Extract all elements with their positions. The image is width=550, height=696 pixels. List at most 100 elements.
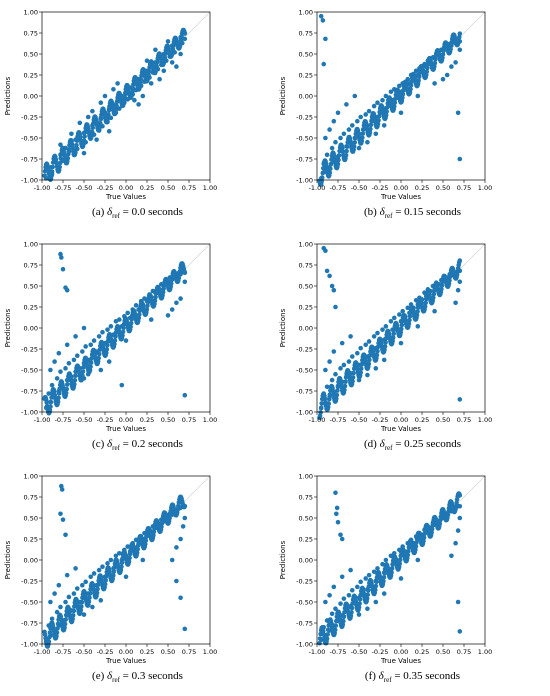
y-tick-label: 1.00 xyxy=(299,8,313,16)
scatter-point xyxy=(318,410,323,415)
scatter-plot-svg: -1.00 -0.75 -0.50 -0.25 0.00 0.25 0.50 0.75 1.00… xyxy=(4,472,217,665)
scatter-point xyxy=(143,538,149,543)
scatter-point xyxy=(341,362,347,368)
scatter-point xyxy=(350,375,356,380)
y-tick-label: 1.00 xyxy=(299,240,313,248)
scatter-point xyxy=(455,269,460,275)
scatter-point xyxy=(323,599,328,605)
scatter-point xyxy=(327,127,332,132)
scatter-point xyxy=(57,164,62,170)
scatter-panel: -1.00 -0.75 -0.50 -0.25 0.00 0.25 0.50 0.75 1.00… xyxy=(0,232,275,464)
x-tick-label: 1.00 xyxy=(203,648,217,656)
scatter-point xyxy=(383,340,388,345)
caption-value: = 0.25 seconds xyxy=(395,438,461,450)
caption-delta-symbol: δ xyxy=(107,206,113,218)
scatter-point xyxy=(165,313,171,318)
y-tick-label: -0.75 xyxy=(296,387,313,395)
scatter-point xyxy=(182,279,188,285)
scatter-point xyxy=(55,626,60,631)
scatter-point xyxy=(453,60,458,65)
scatter-point xyxy=(336,153,342,158)
caption-delta-symbol: δ xyxy=(107,438,113,450)
scatter-point xyxy=(145,303,150,309)
caption-delta-subscript: ref xyxy=(112,444,120,453)
scatter-point xyxy=(161,286,166,291)
scatter-point xyxy=(72,377,78,383)
scatter-point xyxy=(50,164,55,170)
scatter-point xyxy=(333,371,338,377)
scatter-point xyxy=(113,334,118,339)
y-tick-label: -0.25 xyxy=(296,345,313,353)
scatter-point xyxy=(421,535,427,540)
scatter-point xyxy=(111,569,117,574)
scatter-point xyxy=(54,630,60,636)
scatter-point xyxy=(89,133,94,138)
scatter-point xyxy=(57,160,63,166)
caption-delta-subscript: ref xyxy=(384,212,393,221)
scatter-point xyxy=(405,552,411,558)
scatter-point xyxy=(439,283,445,288)
scatter-point xyxy=(388,89,394,95)
scatter-point xyxy=(363,112,369,117)
scatter-panel: -1.00 -0.75 -0.50 -0.25 0.00 0.25 0.50 0.75 1.00… xyxy=(275,464,550,696)
scatter-point xyxy=(455,110,461,116)
x-tick-label: -0.25 xyxy=(97,648,114,656)
scatter-point xyxy=(144,307,150,312)
y-tick-label: 0.00 xyxy=(24,92,38,100)
scatter-point xyxy=(323,367,328,373)
scatter-point xyxy=(406,548,411,554)
scatter-point xyxy=(136,102,141,107)
scatter-point xyxy=(455,599,461,605)
scatter-point xyxy=(52,392,58,398)
scatter-point xyxy=(62,621,68,627)
scatter-point xyxy=(340,622,346,627)
scatter-point xyxy=(138,81,143,86)
x-tick-label: -0.50 xyxy=(351,184,368,192)
scatter-point xyxy=(343,152,349,158)
x-tick-label: 1.00 xyxy=(203,184,217,192)
scatter-point xyxy=(112,341,117,347)
scatter-point xyxy=(350,378,355,384)
scatter-point xyxy=(325,632,330,637)
scatter-point xyxy=(70,612,76,618)
scatter-point xyxy=(329,283,335,289)
scatter-point xyxy=(318,405,324,411)
scatter-point xyxy=(119,382,125,388)
x-tick-label: 0.25 xyxy=(415,416,429,424)
x-axis-label: True Values xyxy=(380,193,421,201)
x-tick-label: 0.75 xyxy=(457,648,471,656)
scatter-point xyxy=(182,270,188,276)
scatter-point xyxy=(88,342,94,348)
scatter-point xyxy=(176,503,181,509)
scatter-point xyxy=(371,334,377,339)
scatter-point xyxy=(358,366,364,371)
y-tick-label: 0.00 xyxy=(299,324,313,332)
scatter-point xyxy=(58,155,64,161)
scatter-point xyxy=(367,357,372,363)
scatter-point xyxy=(457,31,463,36)
scatter-point xyxy=(119,560,125,566)
scatter-point xyxy=(169,307,175,312)
scatter-point xyxy=(368,126,373,132)
scatter-point xyxy=(360,131,366,136)
scatter-point xyxy=(365,372,370,378)
scatter-point xyxy=(135,546,140,552)
caption-panel-label: (a) xyxy=(92,206,105,218)
subfigure-caption: (f) δref = 0.35 seconds xyxy=(275,670,550,684)
scatter-point xyxy=(49,395,54,400)
x-tick-label: 0.50 xyxy=(161,184,175,192)
scatter-point xyxy=(390,335,396,340)
scatter-point xyxy=(153,47,158,53)
scatter-point xyxy=(96,355,101,361)
scatter-point xyxy=(182,515,188,521)
scatter-point xyxy=(336,157,341,163)
scatter-point xyxy=(42,632,48,637)
scatter-point xyxy=(144,534,149,540)
scatter-point xyxy=(421,538,426,544)
scatter-point xyxy=(132,97,137,103)
scatter-point xyxy=(170,49,175,55)
points-group xyxy=(317,13,463,187)
y-tick-label: -0.25 xyxy=(21,577,38,585)
scatter-point xyxy=(407,313,413,319)
scatter-point xyxy=(317,413,323,419)
